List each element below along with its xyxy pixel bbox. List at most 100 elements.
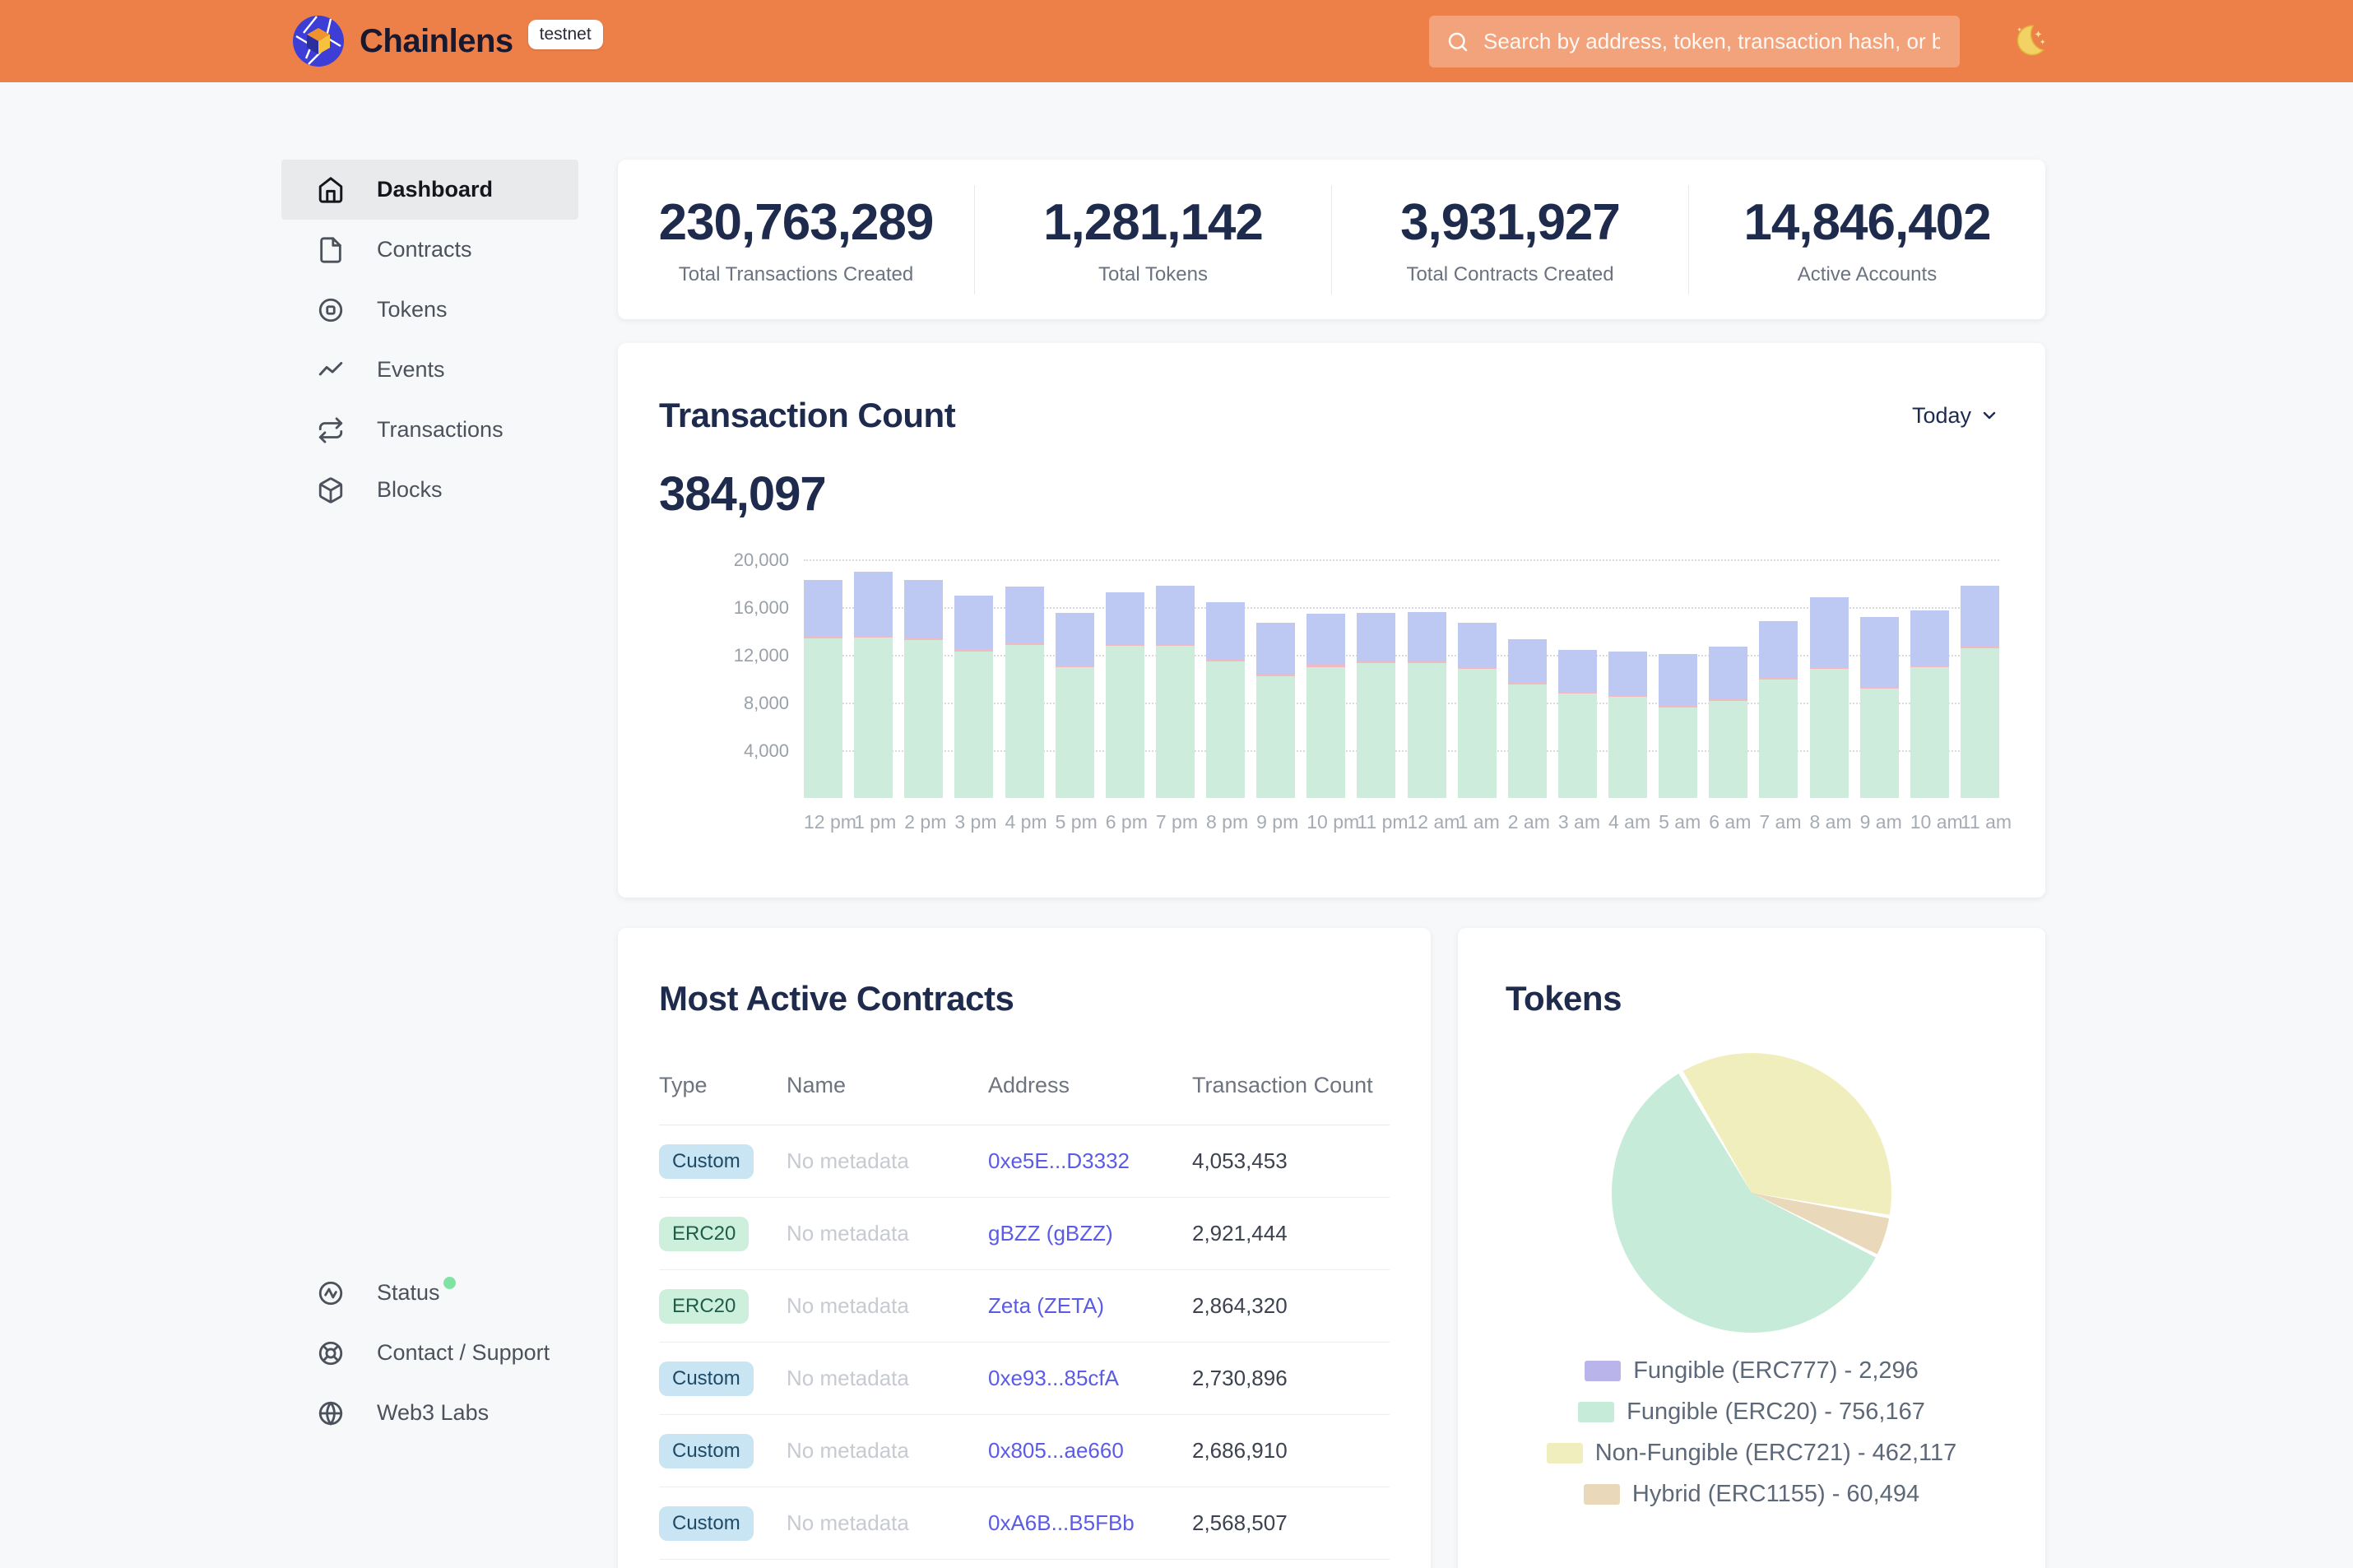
tokens-card: Tokens Fungible (ERC777) - 2,296 Fungible…	[1458, 928, 2045, 1568]
legend-swatch	[1546, 1443, 1583, 1464]
bar	[854, 572, 893, 798]
tokens-pie-legend: Fungible (ERC777) - 2,296 Fungible (ERC20…	[1506, 1357, 1998, 1508]
x-axis-label: 4 am	[1608, 811, 1651, 833]
segment-blue	[1256, 622, 1296, 675]
range-dropdown[interactable]: Today	[1912, 403, 1999, 429]
bar	[1206, 602, 1245, 798]
table-row: Custom No metadata 0xA6B...B5FBb 2,568,507	[659, 1487, 1390, 1560]
segment-pink	[1659, 705, 1698, 707]
sidebar-item-web3-labs[interactable]: Web3 Labs	[281, 1383, 578, 1443]
stat-value: 14,846,402	[1743, 193, 1991, 251]
segment-blue	[1759, 620, 1798, 679]
segment-pink	[1910, 666, 1949, 668]
transaction-bar-chart: 4,000 8,000 12,000 16,000 20,000	[734, 550, 1999, 798]
sidebar-item-label: Blocks	[377, 477, 443, 502]
x-axis-label: 1 am	[1457, 811, 1500, 833]
bar	[1357, 612, 1396, 798]
segment-blue	[1155, 585, 1195, 644]
segment-pink	[1005, 643, 1044, 645]
segment-green	[1306, 666, 1346, 798]
sidebar-item-blocks[interactable]: Blocks	[281, 460, 578, 520]
segment-pink	[1709, 698, 1748, 701]
bar	[1659, 653, 1698, 798]
table-row: ERC20 No metadata Zeta (ZETA) 2,864,320	[659, 1270, 1390, 1343]
type-badge: ERC20	[659, 1216, 750, 1251]
segment-blue	[1557, 650, 1597, 692]
sidebar-item-status[interactable]: Status	[281, 1263, 578, 1323]
sidebar-item-events[interactable]: Events	[281, 340, 578, 400]
segment-green	[1256, 676, 1296, 798]
segment-green	[1206, 661, 1245, 798]
status-activity-icon	[318, 1281, 343, 1305]
sidebar-item-dashboard[interactable]: Dashboard	[281, 160, 578, 220]
life-buoy-icon	[318, 1341, 343, 1365]
segment-blue	[1105, 591, 1144, 644]
x-axis-label: 2 pm	[904, 811, 947, 833]
y-axis-label: 8,000	[743, 693, 789, 713]
legend-swatch	[1585, 1361, 1622, 1381]
contract-address-link[interactable]: 0xe93...85cfA	[988, 1366, 1119, 1390]
contract-address-link[interactable]: 0x805...ae660	[988, 1438, 1124, 1463]
stat-value: 1,281,142	[1043, 193, 1264, 251]
table-row: Custom No metadata 0x805...ae660 2,686,910	[659, 1415, 1390, 1487]
gridline	[804, 607, 1999, 609]
search-icon	[1448, 32, 1468, 51]
segment-blue	[1357, 612, 1396, 661]
segment-blue	[1407, 611, 1446, 661]
contract-address-link[interactable]: 0xA6B...B5FBb	[988, 1510, 1135, 1535]
bar	[1155, 585, 1195, 798]
stat-value: 230,763,289	[658, 193, 935, 251]
sidebar-item-tokens[interactable]: Tokens	[281, 280, 578, 340]
segment-green	[1457, 668, 1497, 798]
most-active-contracts-card: Most Active Contracts Type Name Address …	[618, 928, 1431, 1568]
file-icon	[320, 236, 341, 263]
bar	[804, 580, 842, 798]
status-online-dot	[443, 1277, 456, 1289]
segment-pink	[954, 649, 994, 652]
segment-green	[1357, 663, 1396, 798]
contract-address-link[interactable]: gBZZ (gBZZ)	[988, 1221, 1113, 1246]
search-input[interactable]	[1429, 15, 1960, 67]
segment-blue	[1005, 587, 1044, 643]
segment-pink	[1105, 643, 1144, 647]
segment-pink	[1407, 661, 1446, 664]
bar	[1306, 613, 1346, 798]
x-axis-label: 7 am	[1759, 811, 1802, 833]
sidebar-item-contact-support[interactable]: Contact / Support	[281, 1323, 578, 1383]
contract-address-link[interactable]: 0xe5E...D3332	[988, 1148, 1130, 1173]
stat-block: 14,846,402 Active Accounts	[1688, 184, 2045, 295]
stat-label: Total Transactions Created	[678, 262, 914, 285]
segment-pink	[1809, 667, 1849, 670]
bar	[1407, 611, 1446, 798]
sidebar-item-contracts[interactable]: Contracts	[281, 220, 578, 280]
dark-mode-moon-icon[interactable]	[2007, 21, 2049, 62]
segment-green	[1608, 697, 1647, 798]
sidebar-item-label: Status	[377, 1280, 440, 1305]
segment-green	[1659, 707, 1698, 798]
segment-pink	[1507, 683, 1547, 685]
transaction-count-value: 2,730,896	[1192, 1366, 1288, 1390]
stat-label: Total Contracts Created	[1406, 262, 1614, 285]
segment-blue	[1206, 602, 1245, 660]
range-dropdown-value: Today	[1911, 402, 1971, 428]
legend-row: Fungible (ERC20) - 756,167	[1578, 1399, 1925, 1426]
segment-green	[1105, 646, 1144, 798]
sidebar-item-transactions[interactable]: Transactions	[281, 400, 578, 460]
repeat-icon	[318, 416, 343, 443]
contract-name: No metadata	[787, 1366, 909, 1390]
contract-address-link[interactable]: Zeta (ZETA)	[988, 1293, 1105, 1318]
segment-blue	[1608, 651, 1647, 696]
transaction-count-value: 4,053,453	[1192, 1148, 1288, 1173]
segment-pink	[1608, 695, 1647, 698]
chainlens-logo-icon	[293, 16, 344, 67]
stats-summary-card: 230,763,289 Total Transactions Created 1,2…	[618, 160, 2045, 319]
column-name: Name	[787, 1073, 847, 1097]
transaction-count-value: 2,864,320	[1192, 1293, 1288, 1318]
segment-blue	[1809, 597, 1849, 668]
transaction-count-value: 2,921,444	[1192, 1221, 1288, 1246]
bar	[1859, 617, 1899, 798]
segment-green	[1809, 669, 1849, 798]
stat-block: 230,763,289 Total Transactions Created	[618, 185, 974, 295]
x-axis-label: 6 am	[1709, 811, 1752, 833]
legend-row: Fungible (ERC777) - 2,296	[1585, 1357, 1919, 1385]
